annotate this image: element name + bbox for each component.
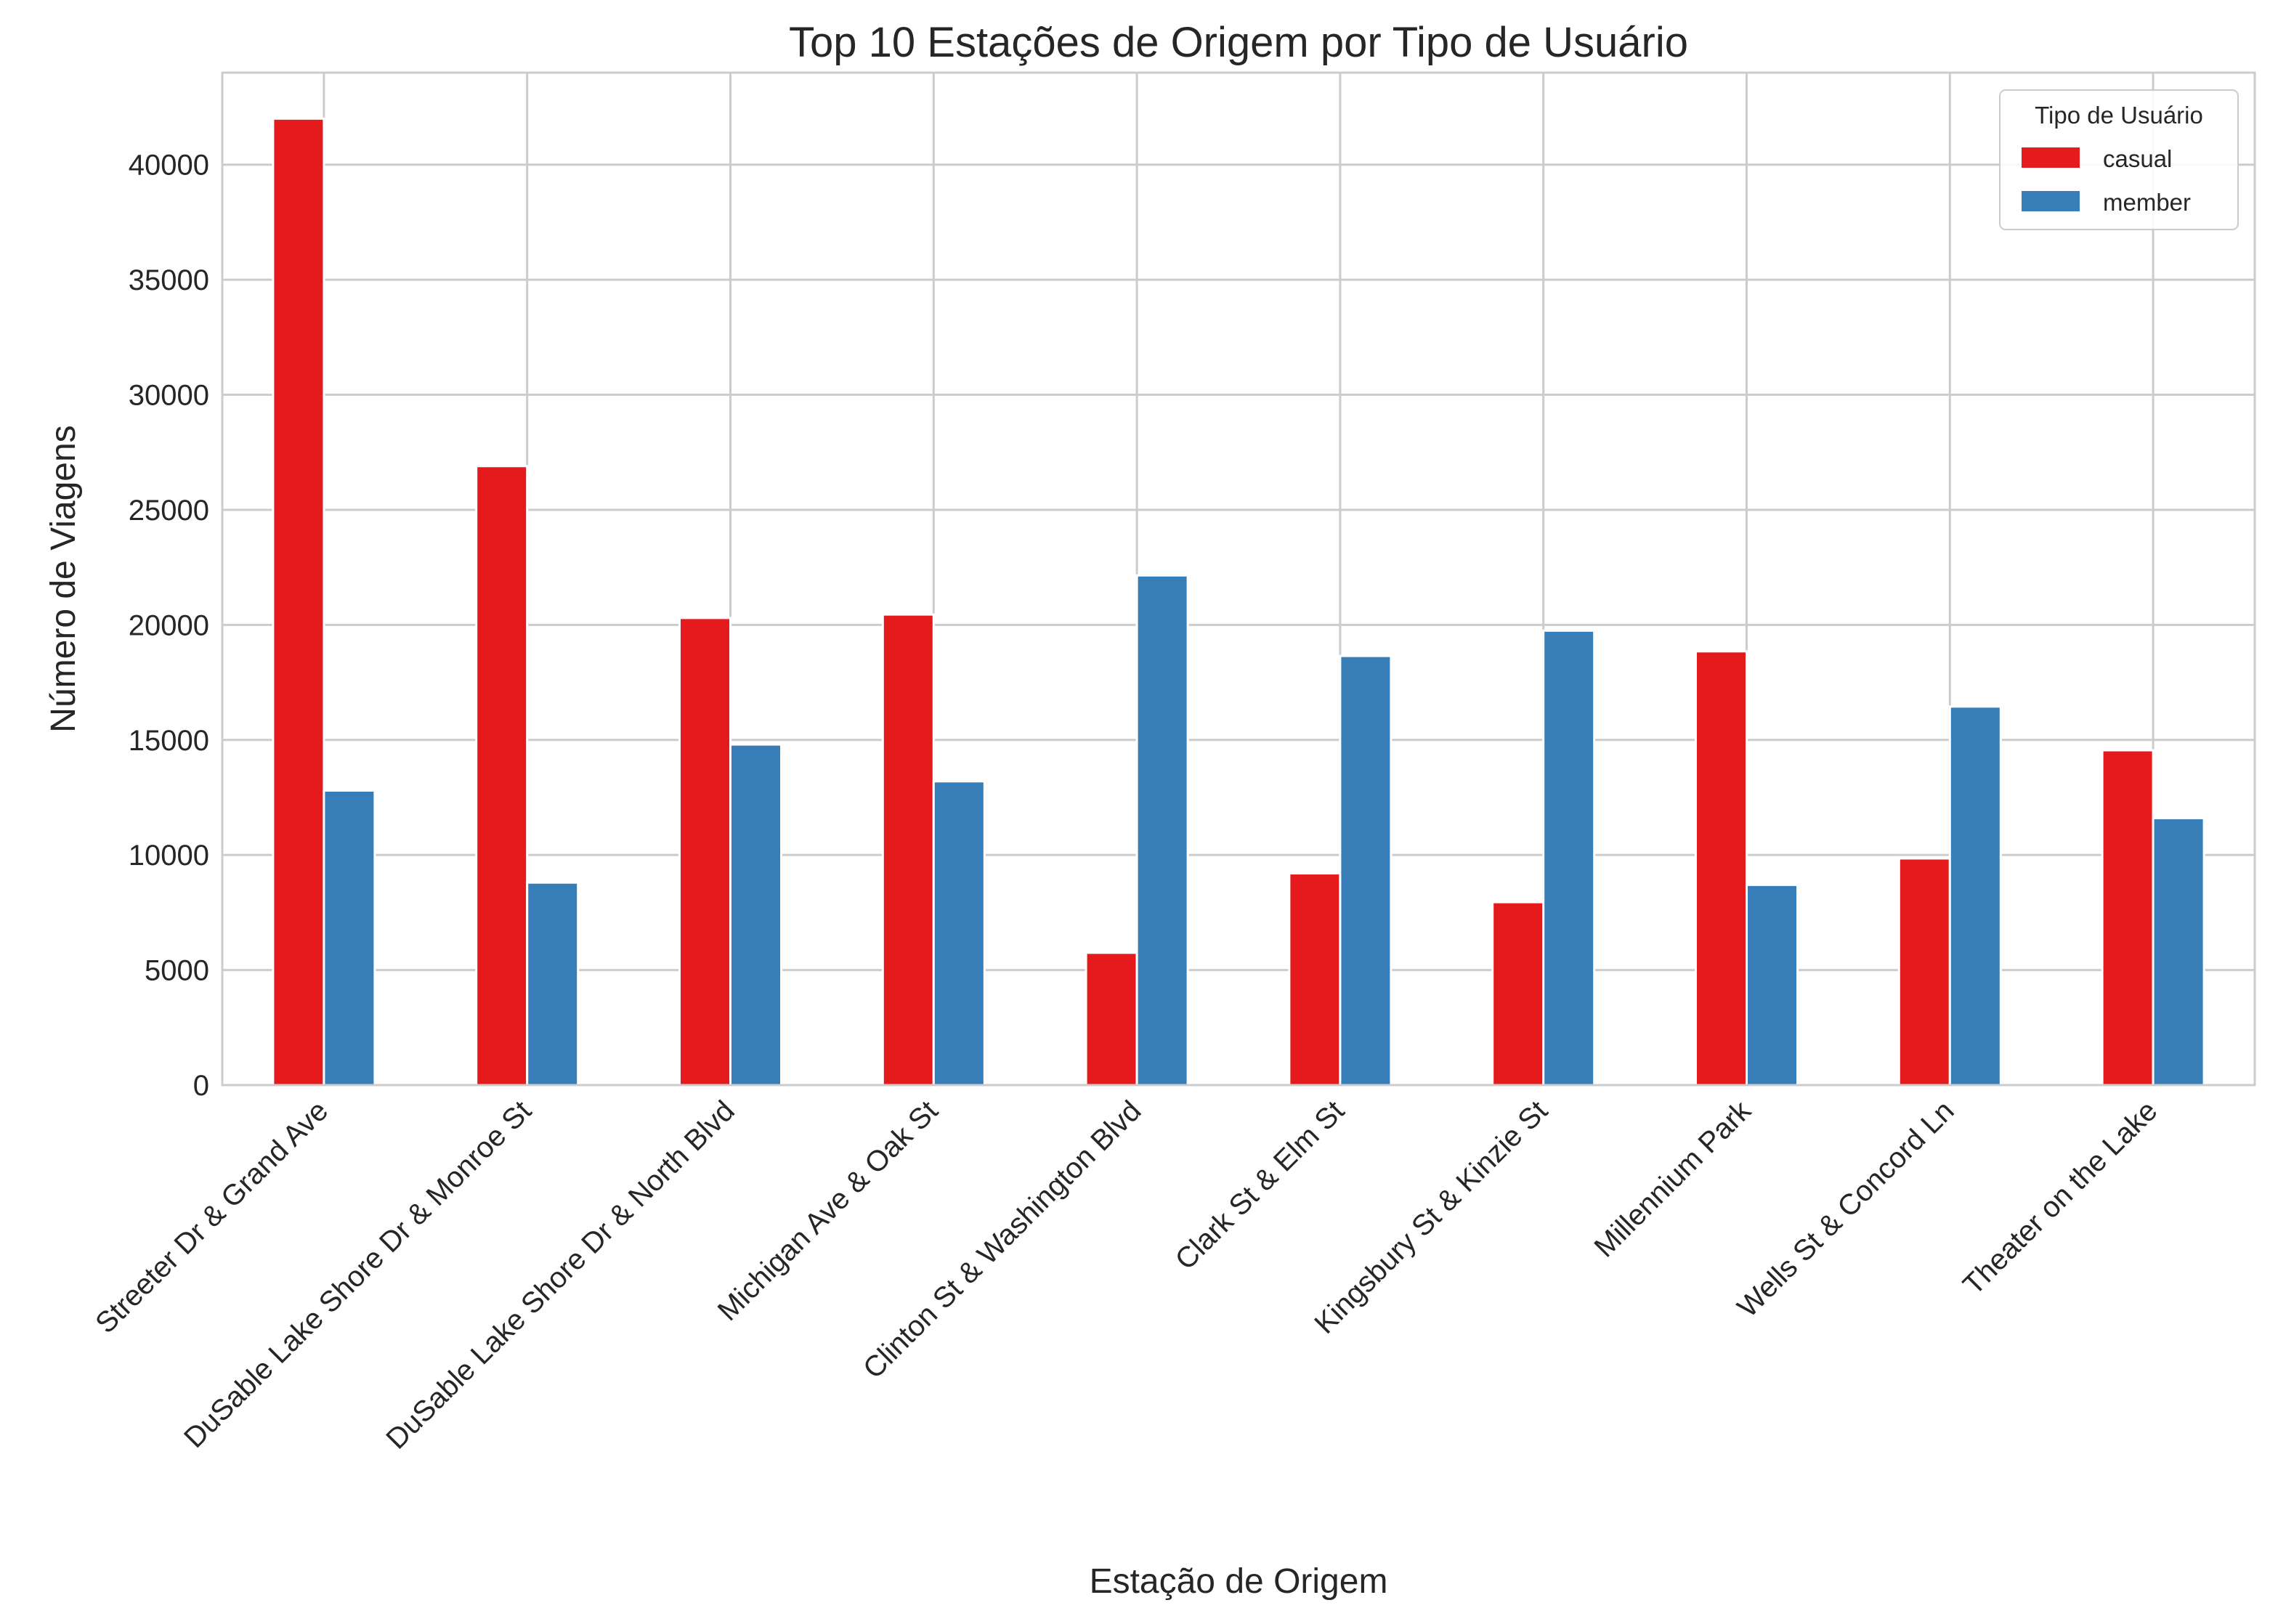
bar-member <box>1339 654 1393 1087</box>
bar-member <box>526 881 580 1087</box>
x-tick-label: Kingsbury St & Kinzie St <box>1308 1095 1554 1340</box>
bar-casual <box>1695 650 1748 1087</box>
y-tick-label: 15000 <box>129 725 209 757</box>
legend-label-casual: casual <box>2103 145 2172 172</box>
bar-casual <box>1085 951 1138 1087</box>
x-tick-label: Millennium Park <box>1589 1095 1758 1264</box>
bars <box>272 117 2205 1087</box>
bar-member <box>2152 816 2205 1087</box>
x-tick-label: Wells St & Concord Ln <box>1732 1095 1961 1323</box>
x-tick-label: DuSable Lake Shore Dr & North Blvd <box>380 1095 740 1455</box>
y-axis-label: Número de Viagens <box>44 425 83 732</box>
legend-title: Tipo de Usuário <box>2035 102 2203 129</box>
x-axis-label: Estação de Origem <box>1090 1562 1388 1601</box>
bar-casual <box>2101 749 2155 1087</box>
bar-casual <box>881 613 935 1087</box>
x-tick-label: DuSable Lake Shore Dr & Monroe St <box>178 1095 538 1454</box>
y-tick-labels: 0 5000 10000 15000 20000 25000 30000 35000 40000 <box>129 150 209 1102</box>
bar-member <box>932 780 986 1087</box>
y-tick-label: 5000 <box>145 955 209 987</box>
y-tick-label: 0 <box>193 1070 209 1102</box>
bar-casual <box>1288 872 1342 1087</box>
plot-frame <box>221 71 2256 1087</box>
bar-member <box>1746 883 1799 1087</box>
x-tick-label: Clark St & Elm St <box>1170 1095 1351 1276</box>
chart-title: Top 10 Estações de Origem por Tipo de Us… <box>789 19 1688 66</box>
legend-swatch-casual <box>2022 147 2080 168</box>
bar-casual <box>1491 901 1545 1087</box>
legend-swatch-member <box>2022 191 2080 211</box>
bar-member <box>1542 629 1596 1087</box>
x-tick-label: Theater on the Lake <box>1957 1095 2163 1301</box>
x-tick-label: Streeter Dr & Grand Ave <box>89 1095 334 1339</box>
bar-casual <box>475 465 529 1087</box>
bar-casual <box>678 617 731 1087</box>
legend: Tipo de Usuário casual member <box>1999 89 2239 230</box>
y-tick-label: 30000 <box>129 380 209 412</box>
bar-member <box>1948 705 2002 1087</box>
y-tick-label: 25000 <box>129 495 209 527</box>
x-tick-label: Michigan Ave & Oak St <box>712 1095 944 1327</box>
y-tick-label: 20000 <box>129 609 209 641</box>
bar-member <box>1135 574 1189 1087</box>
y-tick-label: 40000 <box>129 150 209 182</box>
y-tick-label: 35000 <box>129 264 209 296</box>
bar-casual <box>1897 857 1951 1087</box>
legend-label-member: member <box>2103 189 2191 216</box>
y-tick-label: 10000 <box>129 840 209 872</box>
bar-casual <box>272 117 325 1087</box>
bar-member <box>729 743 782 1087</box>
bar-member <box>323 789 376 1087</box>
